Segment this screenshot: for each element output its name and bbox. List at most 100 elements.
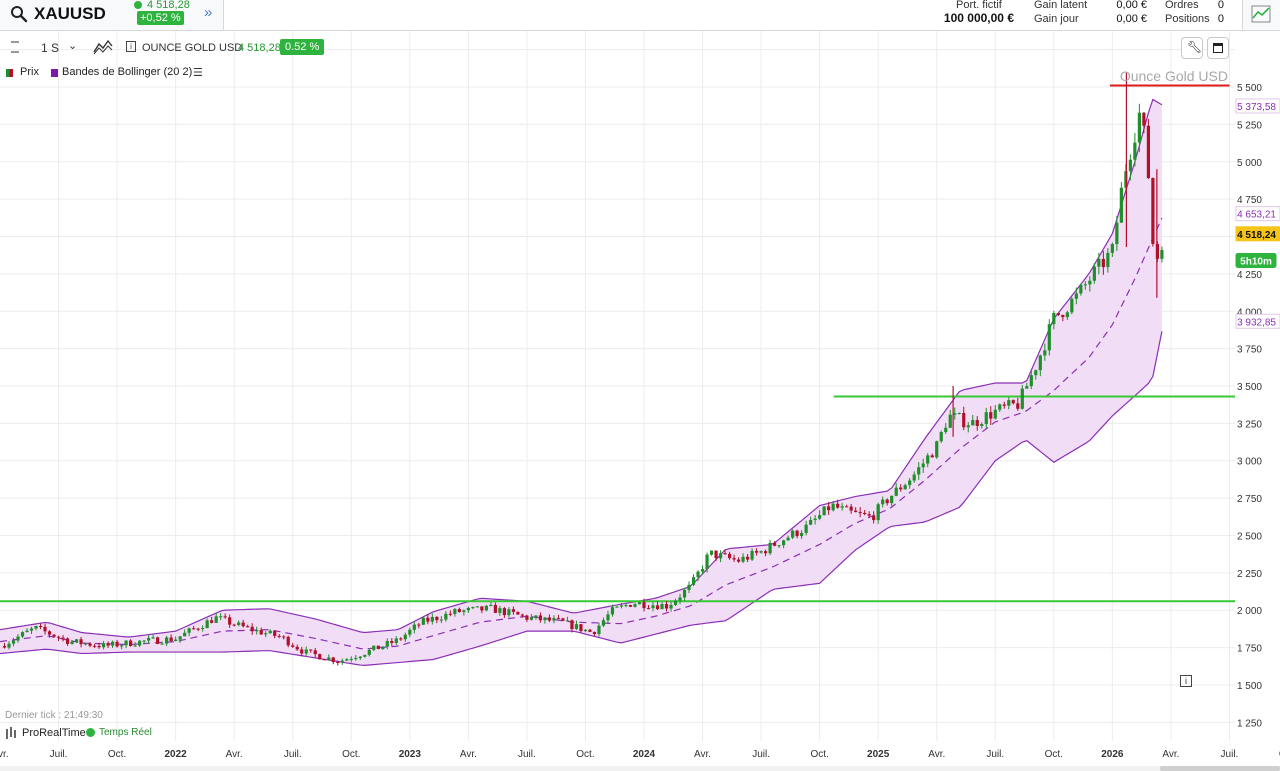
candle-body[interactable] (588, 629, 592, 632)
candle-body[interactable] (1079, 284, 1083, 294)
candle-body[interactable] (417, 624, 421, 626)
candle-body[interactable] (1088, 280, 1092, 285)
candle-body[interactable] (47, 631, 52, 635)
candle-body[interactable] (318, 654, 322, 660)
candle-body[interactable] (259, 629, 263, 635)
candle-body[interactable] (975, 420, 979, 426)
candle-body[interactable] (732, 558, 736, 560)
candle-body[interactable] (745, 556, 750, 560)
candle-body[interactable] (750, 550, 754, 560)
candle-body[interactable] (822, 506, 826, 516)
drag-handle-icon[interactable] (11, 41, 19, 53)
candle-body[interactable] (1074, 293, 1078, 299)
legend-bollinger[interactable]: Bandes de Bollinger (20 2) (62, 66, 193, 78)
candle-body[interactable] (872, 515, 876, 521)
candle-body[interactable] (1101, 258, 1105, 268)
candle-body[interactable] (1016, 403, 1020, 409)
candle-body[interactable] (394, 638, 398, 644)
candle-body[interactable] (570, 620, 574, 630)
candle-body[interactable] (1011, 400, 1015, 404)
candle-body[interactable] (736, 559, 741, 562)
candle-body[interactable] (827, 506, 831, 511)
candle-body[interactable] (286, 636, 290, 646)
candle-body[interactable] (119, 645, 124, 647)
candle-body[interactable] (300, 649, 304, 654)
candle-body[interactable] (435, 616, 439, 621)
candle-body[interactable] (1025, 386, 1029, 389)
candle-body[interactable] (11, 640, 16, 644)
candle-body[interactable] (606, 614, 610, 621)
candle-body[interactable] (426, 617, 430, 622)
candle-body[interactable] (741, 556, 745, 562)
candle-body[interactable] (376, 645, 380, 650)
candle-body[interactable] (466, 607, 470, 611)
candle-body[interactable] (1106, 252, 1110, 268)
candle-body[interactable] (908, 480, 912, 486)
candle-body[interactable] (840, 506, 844, 508)
candle-body[interactable] (390, 641, 394, 644)
candle-body[interactable] (110, 641, 115, 646)
candle-body[interactable] (421, 617, 425, 625)
candle-body[interactable] (926, 455, 930, 464)
candle-body[interactable] (547, 617, 552, 621)
expand-chevron-icon[interactable]: » (204, 4, 213, 21)
candle-body[interactable] (304, 649, 308, 654)
candle-body[interactable] (863, 512, 867, 515)
candle-body[interactable] (881, 499, 885, 505)
candle-body[interactable] (277, 635, 281, 637)
candle-body[interactable] (534, 615, 538, 618)
candle-body[interactable] (169, 637, 173, 642)
candle-body[interactable] (246, 626, 250, 628)
candle-body[interactable] (471, 607, 475, 609)
candle-body[interactable] (876, 504, 880, 521)
candle-body[interactable] (399, 638, 403, 640)
candle-body[interactable] (83, 643, 88, 645)
candle-body[interactable] (138, 640, 142, 646)
candle-body[interactable] (1061, 315, 1065, 318)
candle-body[interactable] (219, 616, 223, 618)
candle-body[interactable] (624, 605, 628, 607)
candle-body[interactable] (615, 606, 619, 608)
candle-body[interactable] (97, 645, 101, 648)
candle-body[interactable] (574, 624, 579, 630)
candle-body[interactable] (723, 553, 727, 555)
candle-body[interactable] (174, 639, 178, 642)
portfolio-chart-button[interactable] (1242, 0, 1280, 30)
candle-body[interactable] (52, 634, 56, 637)
candle-body[interactable] (592, 631, 597, 635)
candle-body[interactable] (61, 637, 65, 639)
candle-body[interactable] (250, 626, 254, 632)
candle-body[interactable] (836, 503, 840, 508)
candle-body[interactable] (484, 605, 488, 611)
candle-body[interactable] (1097, 258, 1101, 267)
candle-body[interactable] (196, 628, 200, 630)
candle-body[interactable] (291, 645, 295, 647)
candle-body[interactable] (773, 542, 777, 546)
candle-body[interactable] (358, 656, 362, 659)
candle-body[interactable] (129, 640, 133, 647)
candle-body[interactable] (187, 628, 191, 633)
candle-body[interactable] (1110, 244, 1114, 253)
candle-body[interactable] (953, 413, 957, 415)
candle-body[interactable] (763, 551, 768, 554)
window-button[interactable] (1207, 37, 1229, 59)
candle-body[interactable] (183, 632, 187, 637)
candle-body[interactable] (372, 645, 376, 650)
candle-body[interactable] (664, 604, 669, 609)
candle-body[interactable] (1128, 159, 1132, 172)
candle-body[interactable] (92, 645, 97, 647)
candle-body[interactable] (516, 611, 520, 615)
candle-body[interactable] (957, 412, 961, 414)
candle-body[interactable] (705, 554, 709, 570)
candle-body[interactable] (520, 614, 525, 616)
candle-body[interactable] (1034, 370, 1038, 376)
candle-body[interactable] (1115, 222, 1119, 245)
candle-body[interactable] (1083, 284, 1087, 286)
candle-body[interactable] (65, 638, 70, 644)
candle-body[interactable] (1052, 312, 1056, 325)
candle-body[interactable] (43, 626, 47, 632)
candle-body[interactable] (1056, 312, 1060, 316)
candle-body[interactable] (1160, 250, 1164, 259)
candle-body[interactable] (322, 659, 326, 661)
candle-body[interactable] (511, 609, 515, 612)
